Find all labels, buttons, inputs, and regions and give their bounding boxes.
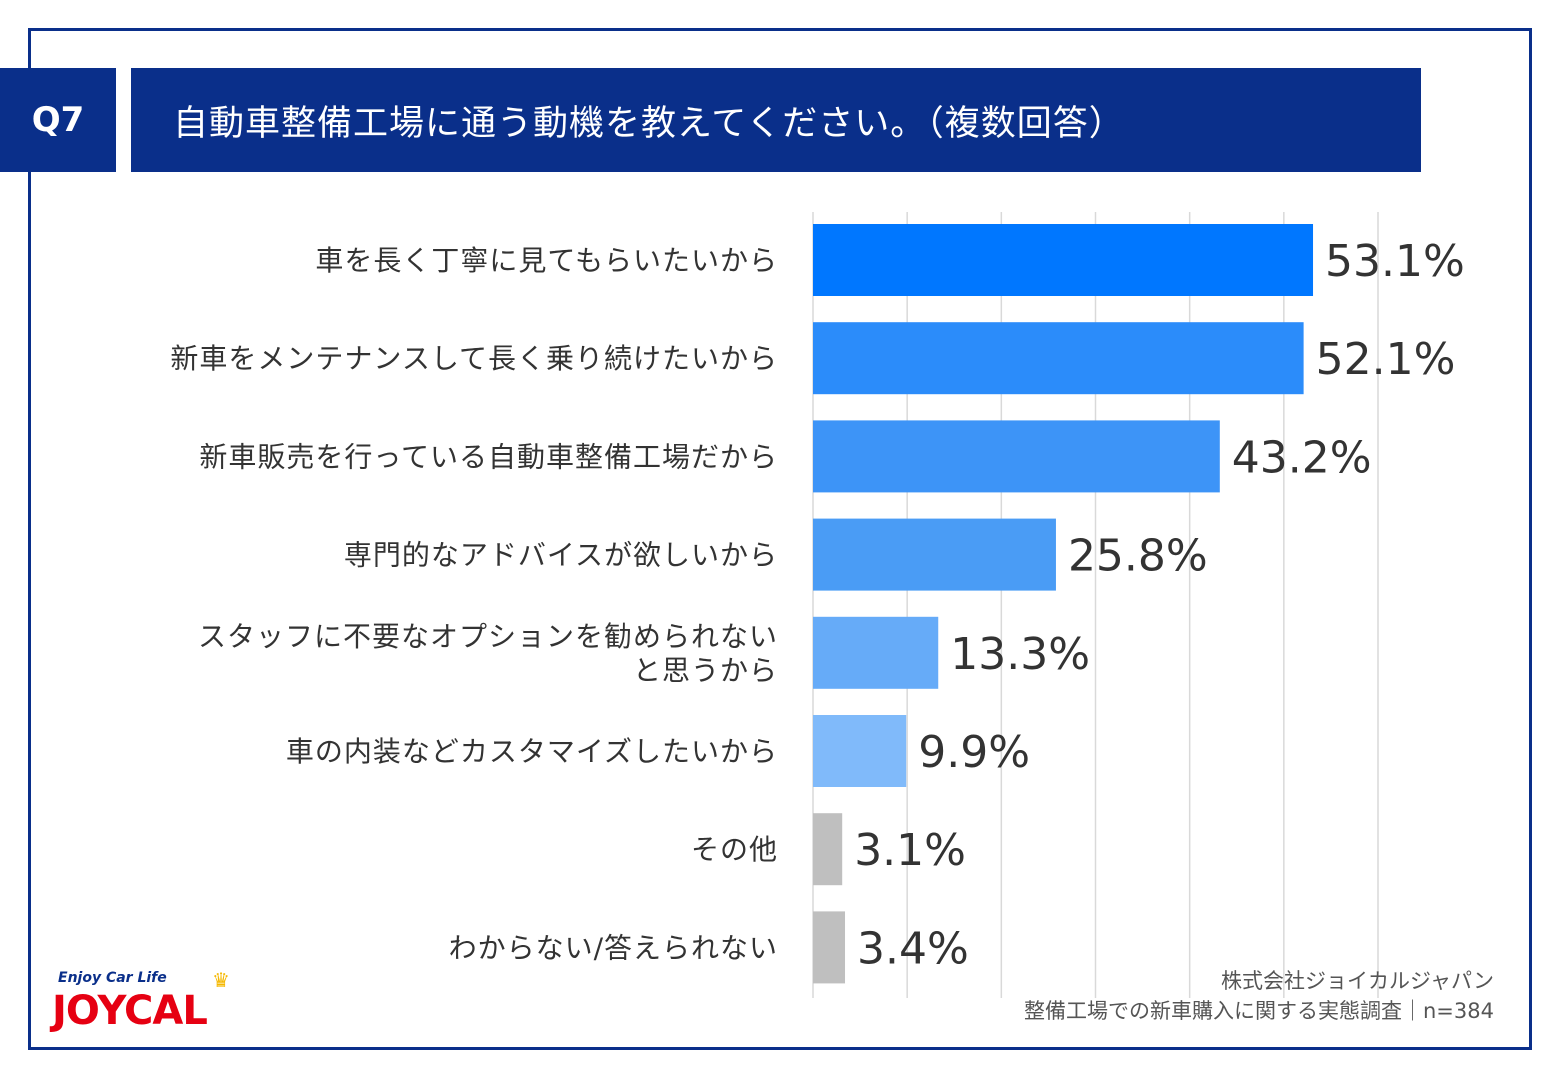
value-label: 43.2% — [1232, 432, 1372, 483]
category-label: 車を長く丁寧に見てもらいたいから — [315, 244, 778, 277]
bar — [813, 322, 1304, 395]
crown-icon: ♛ — [212, 968, 230, 992]
source-note: 株式会社ジョイカルジャパン 整備工場での新車購入に関する実態調査｜n=384 — [1024, 966, 1494, 1026]
value-label: 52.1% — [1316, 334, 1456, 385]
category-label: わからない/答えられない — [449, 931, 778, 964]
value-label: 25.8% — [1068, 531, 1208, 582]
category-label: 車の内装などカスタマイズしたいから — [286, 735, 778, 768]
value-label: 13.3% — [950, 629, 1090, 680]
logo-wordmark: JOYCAL — [52, 988, 208, 1034]
value-label: 3.4% — [857, 923, 969, 974]
bar — [813, 420, 1220, 493]
value-labels: 53.1% 52.1% 43.2% 25.8% 13.3% 9.9% 3.1% 3.4% — [854, 236, 1465, 974]
category-label: と思うから — [633, 654, 778, 687]
source-company: 株式会社ジョイカルジャパン — [1221, 969, 1494, 993]
question-number-badge: Q7 — [0, 68, 116, 172]
value-label: 53.1% — [1325, 236, 1465, 287]
category-label: 新車をメンテナンスして長く乗り続けたいから — [170, 342, 778, 375]
bar — [813, 715, 907, 787]
category-label: 専門的なアドバイスが欲しいから — [344, 539, 778, 572]
joycal-logo: Enjoy Car Life JOYCAL ♛ — [52, 968, 262, 1040]
bars — [813, 224, 1314, 984]
chart-frame — [28, 28, 1532, 1050]
bar — [813, 911, 846, 984]
bar — [813, 813, 843, 886]
category-label: その他 — [691, 833, 778, 866]
question-title: 自動車整備工場に通う動機を教えてください。（複数回答） — [173, 103, 1125, 144]
bar — [813, 518, 1056, 591]
bar — [813, 224, 1314, 296]
category-label: スタッフに不要なオプションを勧められない — [198, 620, 778, 653]
source-survey: 整備工場での新車購入に関する実態調査｜n=384 — [1024, 999, 1494, 1023]
logo-tagline: Enjoy Car Life — [58, 970, 167, 986]
category-labels: 車を長く丁寧に見てもらいたいから新車をメンテナンスして長く乗り続けたいから新車販… — [170, 244, 778, 964]
question-number: Q7 — [31, 100, 85, 140]
value-label: 3.1% — [854, 825, 966, 876]
value-label: 9.9% — [918, 727, 1030, 778]
bar — [813, 616, 939, 689]
question-title-bar: 自動車整備工場に通う動機を教えてください。（複数回答） — [131, 68, 1421, 172]
category-label: 新車販売を行っている自動車整備工場だから — [199, 440, 778, 473]
